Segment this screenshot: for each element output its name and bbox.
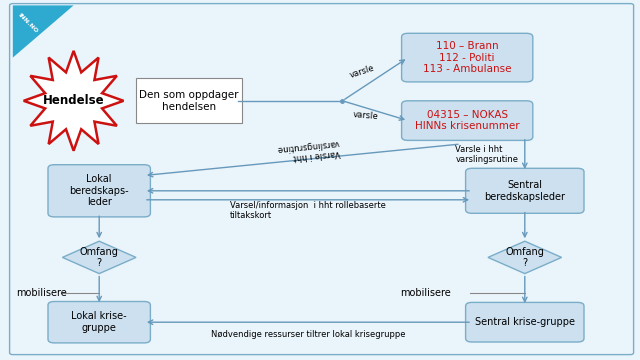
Text: Nødvendige ressurser tiltrer lokal krisegruppe: Nødvendige ressurser tiltrer lokal krise… <box>211 330 405 339</box>
Polygon shape <box>13 5 74 58</box>
FancyBboxPatch shape <box>48 302 150 343</box>
Text: Sentral krise-gruppe: Sentral krise-gruppe <box>475 317 575 327</box>
Text: 110 – Brann
112 - Politi
113 - Ambulanse: 110 – Brann 112 - Politi 113 - Ambulanse <box>423 41 511 74</box>
Text: Omfang
?: Omfang ? <box>80 247 118 268</box>
FancyBboxPatch shape <box>466 168 584 213</box>
FancyBboxPatch shape <box>48 165 150 217</box>
Text: Lokal
beredskaps-
leder: Lokal beredskaps- leder <box>69 174 129 207</box>
Text: Varsel/informasjon  i hht rollebaserte
tiltakskort: Varsel/informasjon i hht rollebaserte ti… <box>230 201 386 220</box>
FancyBboxPatch shape <box>136 78 241 123</box>
Text: Lokal krise-
gruppe: Lokal krise- gruppe <box>72 311 127 333</box>
Polygon shape <box>488 241 562 274</box>
Text: mobilisere: mobilisere <box>400 288 451 298</box>
Polygon shape <box>63 241 136 274</box>
Text: Sentral
beredskapsleder: Sentral beredskapsleder <box>484 180 565 202</box>
Text: INN.NO: INN.NO <box>17 12 38 35</box>
Text: Varsle i hht
varslingsrutine: Varsle i hht varslingsrutine <box>456 145 518 164</box>
Text: Den som oppdager
hendelsen: Den som oppdager hendelsen <box>139 90 239 112</box>
Text: varsle: varsle <box>353 111 379 122</box>
Text: Omfang
?: Omfang ? <box>506 247 544 268</box>
Polygon shape <box>24 51 124 151</box>
FancyBboxPatch shape <box>402 33 532 82</box>
Text: varsle: varsle <box>349 64 376 80</box>
FancyBboxPatch shape <box>466 302 584 342</box>
Text: Varsle i hht
varslingsrutine: Varsle i hht varslingsrutine <box>276 138 341 163</box>
Text: Hendelse: Hendelse <box>43 94 104 107</box>
Text: 04315 – NOKAS
HINNs krisenummer: 04315 – NOKAS HINNs krisenummer <box>415 110 520 131</box>
FancyBboxPatch shape <box>402 101 532 140</box>
Text: mobilisere: mobilisere <box>16 288 67 298</box>
